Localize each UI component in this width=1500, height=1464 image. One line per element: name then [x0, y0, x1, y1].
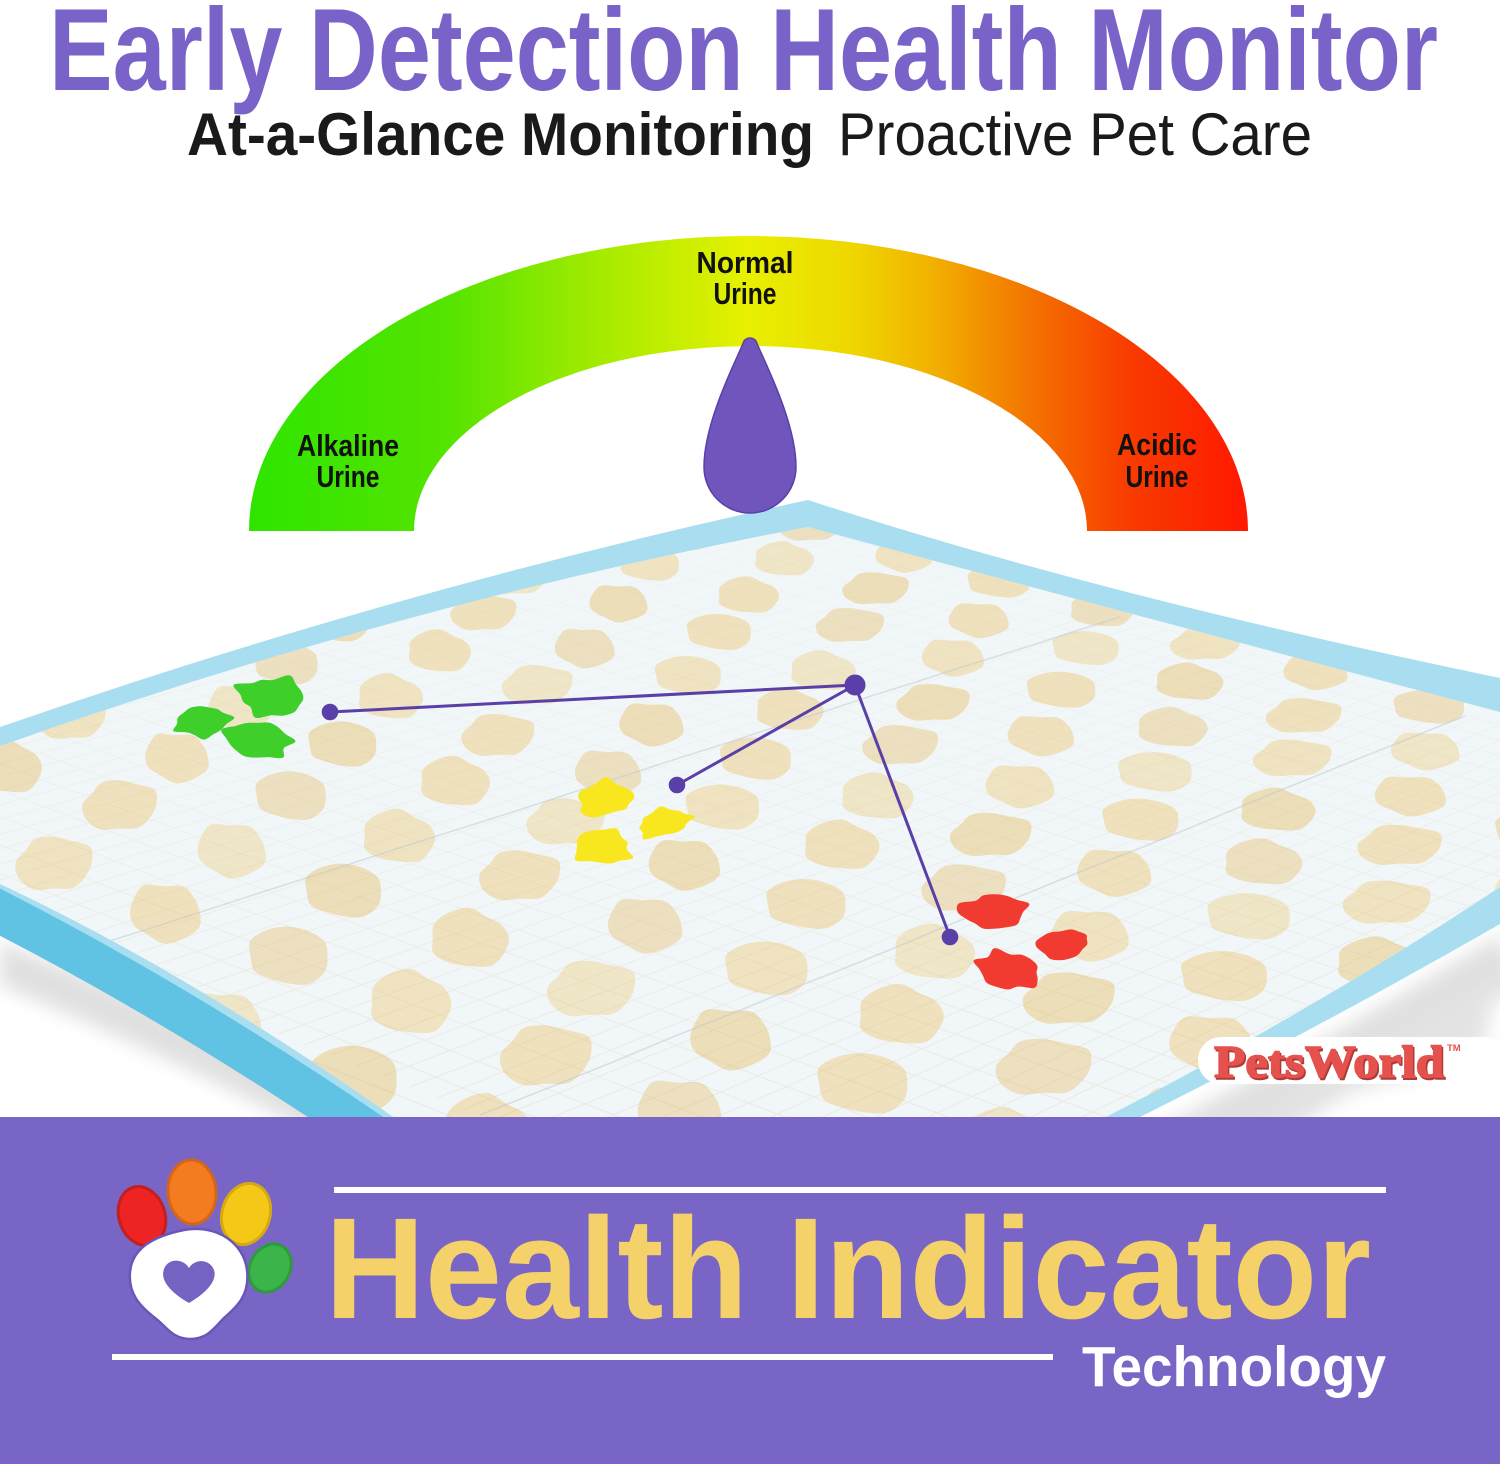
svg-text:At-a-Glance Monitoring: At-a-Glance Monitoring [187, 101, 814, 168]
svg-text:Alkaline: Alkaline [297, 428, 399, 463]
svg-text:Acidic: Acidic [1117, 427, 1197, 462]
svg-text:PetsWorld: PetsWorld [1216, 1038, 1446, 1089]
svg-text:PetsWorld: PetsWorld [1214, 1036, 1444, 1087]
svg-text:Normal: Normal [697, 245, 794, 280]
svg-text:Urine: Urine [714, 276, 777, 311]
svg-text:TM: TM [1447, 1043, 1461, 1054]
svg-text:Urine: Urine [317, 459, 380, 494]
svg-text:Proactive Pet Care: Proactive Pet Care [838, 101, 1312, 168]
svg-text:Urine: Urine [1126, 459, 1189, 494]
svg-text:Health Indicator: Health Indicator [325, 1188, 1371, 1349]
svg-text:Early Detection Health Monitor: Early Detection Health Monitor [49, 0, 1438, 115]
svg-text:Technology: Technology [1082, 1335, 1386, 1399]
